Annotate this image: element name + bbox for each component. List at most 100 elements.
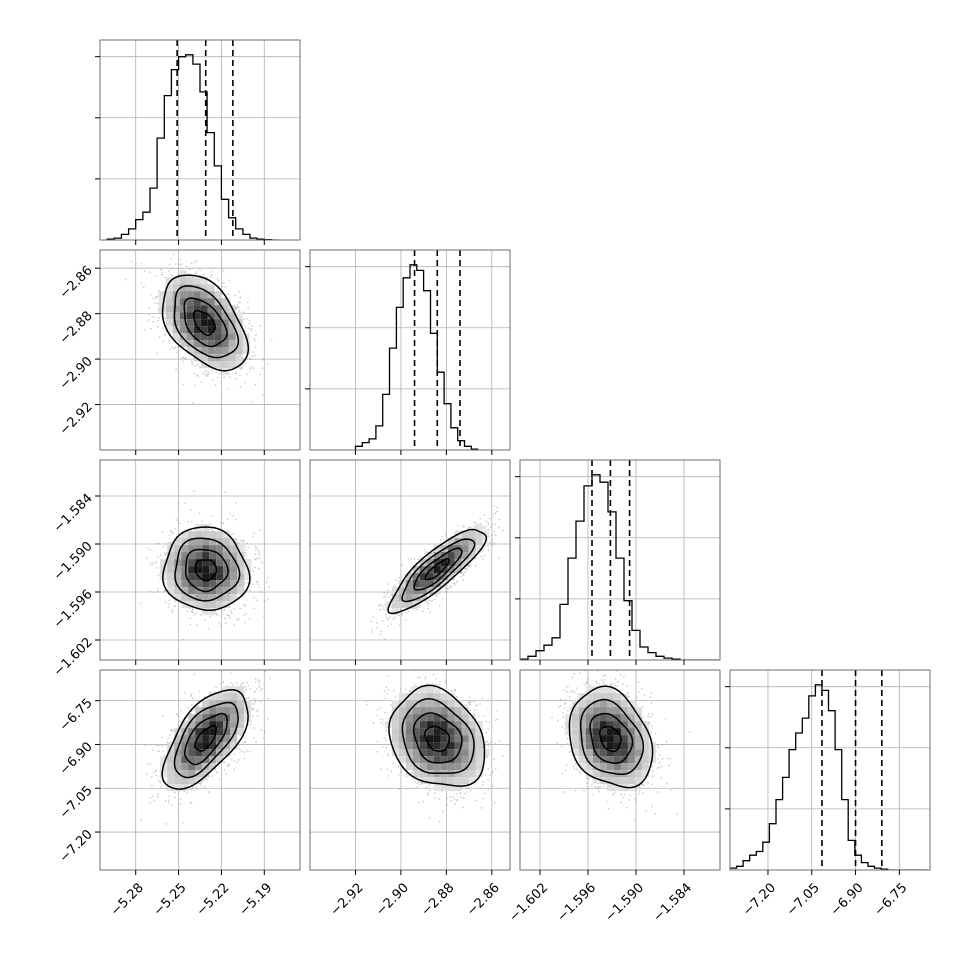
density-cell <box>419 728 427 736</box>
density-cell <box>440 749 448 757</box>
density-cell <box>181 559 189 567</box>
density-cell <box>391 587 399 595</box>
density-cell <box>571 700 579 708</box>
x-tick-label-3-3: −6.75 <box>872 880 911 919</box>
density-cell <box>193 277 201 285</box>
density-cell <box>599 721 607 729</box>
pair-panel-2-3 <box>519 669 721 875</box>
density-cell <box>202 552 210 560</box>
density-cell <box>599 735 607 743</box>
density-cell <box>475 531 483 539</box>
panel-frame <box>99 39 301 241</box>
density-cell <box>606 763 614 771</box>
pair-content <box>310 670 510 870</box>
density-cell <box>216 545 224 553</box>
density-cell <box>606 742 614 750</box>
density-cell <box>195 559 203 567</box>
density-cell <box>188 559 196 567</box>
density-cell <box>571 742 579 750</box>
density-cell <box>186 326 194 334</box>
density-cell <box>172 326 180 334</box>
density-cell <box>405 756 413 764</box>
density-cell <box>186 319 194 327</box>
density-cell <box>620 714 628 722</box>
density-cell <box>200 277 208 285</box>
density-cell <box>209 594 217 602</box>
density-cell <box>181 735 189 743</box>
density-cell <box>230 587 238 595</box>
density-cell <box>188 552 196 560</box>
density-cell <box>221 333 229 341</box>
density-cell <box>195 538 203 546</box>
density-cell <box>216 559 224 567</box>
y-tick-label-3-1: −7.05 <box>57 783 96 822</box>
contour-line <box>184 712 228 766</box>
density-cell <box>454 735 462 743</box>
density-cell <box>207 312 215 320</box>
density-cell <box>223 700 231 708</box>
density-cell <box>202 714 210 722</box>
density-cell <box>207 305 215 313</box>
pair-content <box>310 460 510 660</box>
density-cell <box>228 347 236 355</box>
density-cell <box>174 756 182 764</box>
panel-frame <box>309 249 511 451</box>
pair-content <box>100 670 300 870</box>
density-cell <box>209 559 217 567</box>
density-cell <box>235 333 243 341</box>
x-tick-label-1-1: −2.90 <box>373 880 412 919</box>
density-cell <box>641 763 649 771</box>
density-cell <box>209 742 217 750</box>
density-cell <box>592 735 600 743</box>
density-cell <box>599 749 607 757</box>
density-cell <box>202 742 210 750</box>
density-cell <box>606 777 614 785</box>
density-cell <box>235 347 243 355</box>
density-cell <box>475 756 483 764</box>
density-cell <box>188 735 196 743</box>
density-cell <box>209 735 217 743</box>
pair-panel-0-2 <box>95 459 301 665</box>
density-cell <box>426 707 434 715</box>
density-cell <box>426 728 434 736</box>
density-cell <box>174 770 182 778</box>
y-tick-label-3-2: −6.90 <box>57 740 96 779</box>
density-cell <box>200 354 208 362</box>
density-cell <box>244 700 252 708</box>
density-cell <box>468 756 476 764</box>
panel-frame <box>99 669 301 871</box>
density-cell <box>627 721 635 729</box>
density-cell <box>167 580 175 588</box>
density-cell <box>592 721 600 729</box>
density-cell <box>641 735 649 743</box>
density-cell <box>195 707 203 715</box>
density-cell <box>468 735 476 743</box>
density-cell <box>160 770 168 778</box>
density-cell <box>419 714 427 722</box>
hist-panel-2 <box>515 459 721 665</box>
density-cell <box>237 566 245 574</box>
x-tick-label-3-1: −7.05 <box>784 880 823 919</box>
density-cell <box>606 714 614 722</box>
density-cell <box>627 728 635 736</box>
density-cell <box>202 749 210 757</box>
density-cell <box>454 770 462 778</box>
density-cell <box>174 777 182 785</box>
density-cell <box>419 700 427 708</box>
density-cell <box>167 566 175 574</box>
density-cell <box>613 707 621 715</box>
contour-line <box>162 526 251 612</box>
density-cell <box>216 742 224 750</box>
density-cell <box>195 531 203 539</box>
pair-content <box>520 670 720 870</box>
density-cell <box>461 707 469 715</box>
density-cell <box>564 721 572 729</box>
density-cell <box>193 326 201 334</box>
density-cell <box>634 742 642 750</box>
density-cell <box>398 587 406 595</box>
density-cell <box>634 756 642 764</box>
density-cell <box>620 735 628 743</box>
density-cell <box>606 686 614 694</box>
density-cell <box>620 749 628 757</box>
density-cell <box>627 777 635 785</box>
